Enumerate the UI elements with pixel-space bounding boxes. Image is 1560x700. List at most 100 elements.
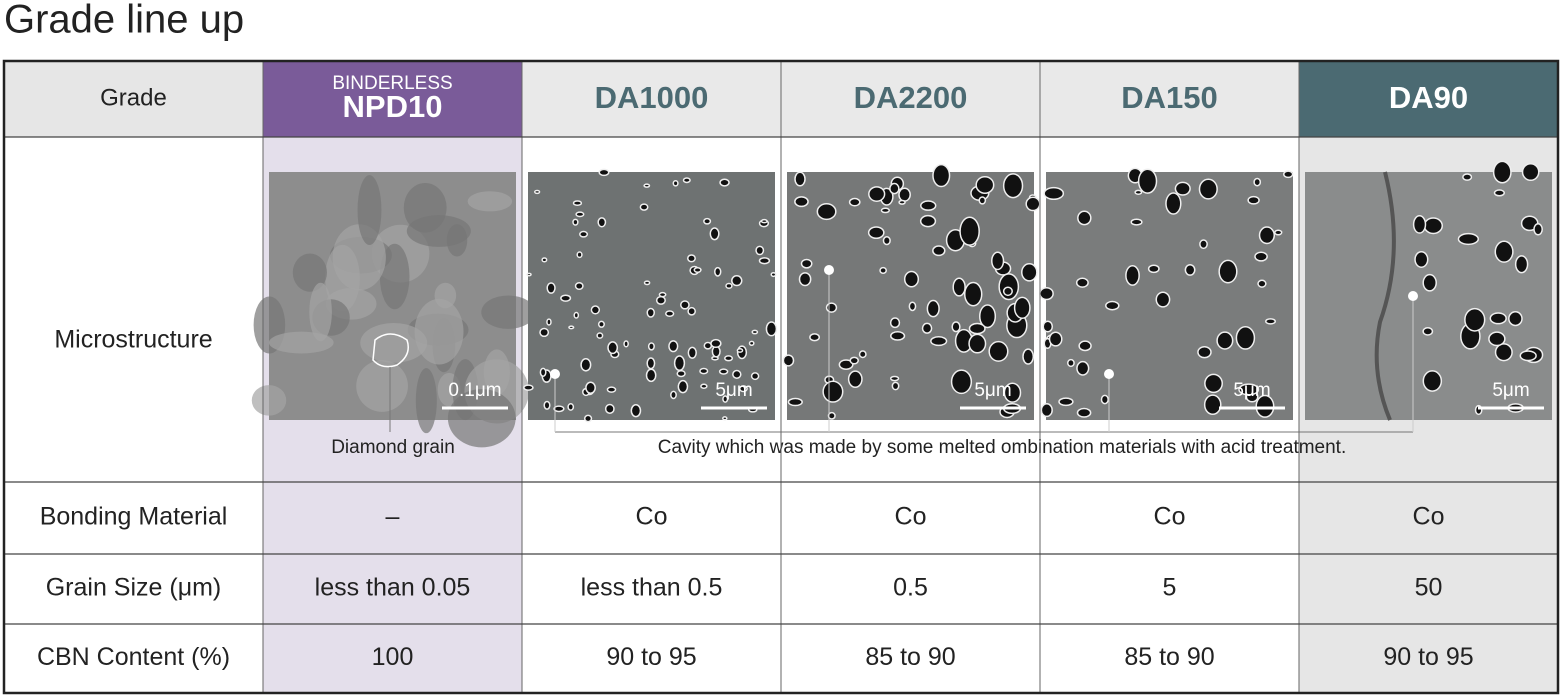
cavity <box>903 270 920 288</box>
cavity <box>1254 251 1268 262</box>
cavity <box>543 400 551 410</box>
grain <box>415 368 437 434</box>
cavity <box>748 340 755 346</box>
grade-name: DA1000 <box>595 80 709 115</box>
cavity <box>798 272 812 287</box>
cavity <box>1048 331 1063 347</box>
cavity <box>908 301 917 312</box>
cavity <box>1021 263 1038 282</box>
cavity <box>546 318 552 326</box>
cavity <box>1274 229 1283 236</box>
cavity <box>1488 331 1506 347</box>
cavity <box>1155 291 1171 308</box>
cavity <box>1105 300 1120 311</box>
cavity <box>738 385 748 393</box>
grain <box>447 389 516 448</box>
cavity <box>1184 263 1196 276</box>
cavity <box>1204 373 1223 394</box>
cavity <box>672 179 679 187</box>
cell: 100 <box>372 643 414 671</box>
header-cell <box>1040 61 1299 137</box>
grade-name: DA150 <box>1121 80 1218 115</box>
cavity <box>1422 273 1437 292</box>
cavity <box>583 414 593 423</box>
cavity <box>787 397 803 407</box>
cavity <box>1137 168 1158 194</box>
cavity <box>1003 382 1022 403</box>
cavity <box>687 346 697 359</box>
cavity <box>991 251 1005 271</box>
cavity <box>849 356 859 365</box>
cavity <box>889 317 901 329</box>
cavity <box>687 254 696 263</box>
cavity <box>639 203 649 211</box>
scale-label: 5μm <box>715 380 752 401</box>
cavity <box>677 379 689 394</box>
callout-dot <box>824 265 834 275</box>
cavity <box>920 200 937 211</box>
cavity <box>880 207 890 214</box>
cavity <box>665 310 675 317</box>
cavity <box>645 368 657 383</box>
cavity <box>709 227 720 241</box>
header-cell <box>1299 61 1558 137</box>
cavity <box>800 258 813 269</box>
cavity <box>1492 160 1512 184</box>
header-cell <box>263 61 522 137</box>
callout-dot <box>1408 291 1418 301</box>
cavity <box>606 386 617 393</box>
grain <box>406 215 471 247</box>
cell: less than 0.5 <box>581 574 723 602</box>
cell: 90 to 95 <box>606 643 696 671</box>
cavity <box>655 295 666 305</box>
cavity <box>1412 214 1427 234</box>
cavity <box>687 306 696 316</box>
cavity <box>1002 286 1013 297</box>
cavity <box>816 203 837 221</box>
cavity <box>596 332 604 339</box>
row-label: Grain Size (μm) <box>46 574 222 602</box>
grade-name: DA2200 <box>854 80 968 115</box>
cavity <box>1043 186 1065 201</box>
cavity <box>975 175 995 194</box>
cavity <box>725 282 733 289</box>
cavity <box>699 367 709 375</box>
cavity <box>1165 192 1182 215</box>
grade-prefix: BINDERLESS <box>332 73 452 94</box>
cavity <box>567 403 575 411</box>
cavity <box>750 372 760 381</box>
cavity <box>879 266 887 275</box>
cavity <box>1076 407 1092 418</box>
page-title: Grade line up <box>4 0 244 42</box>
cavity <box>898 199 906 205</box>
cavity <box>755 245 765 256</box>
cavity <box>921 322 933 334</box>
cavity <box>598 168 610 177</box>
cavity <box>794 196 809 208</box>
header-cell <box>781 61 1040 137</box>
cavity <box>950 369 973 395</box>
cavity <box>1134 189 1143 195</box>
cavity <box>1464 307 1486 332</box>
grain <box>292 253 327 292</box>
cavity <box>597 320 605 328</box>
cavity <box>553 405 565 413</box>
cell: 90 to 95 <box>1383 643 1473 671</box>
grain <box>357 175 382 245</box>
cavity <box>710 338 722 349</box>
cavity <box>560 294 572 302</box>
cavity <box>951 321 961 333</box>
cavity <box>700 383 708 389</box>
grain <box>434 282 457 309</box>
cavity <box>673 355 686 372</box>
cavity <box>1489 312 1507 325</box>
cell: 85 to 90 <box>1124 643 1214 671</box>
cavity <box>585 381 596 394</box>
cavity <box>533 189 541 195</box>
cavity <box>1238 383 1260 396</box>
cavity <box>847 370 863 388</box>
cavity <box>676 369 686 378</box>
cavity <box>1423 217 1444 235</box>
